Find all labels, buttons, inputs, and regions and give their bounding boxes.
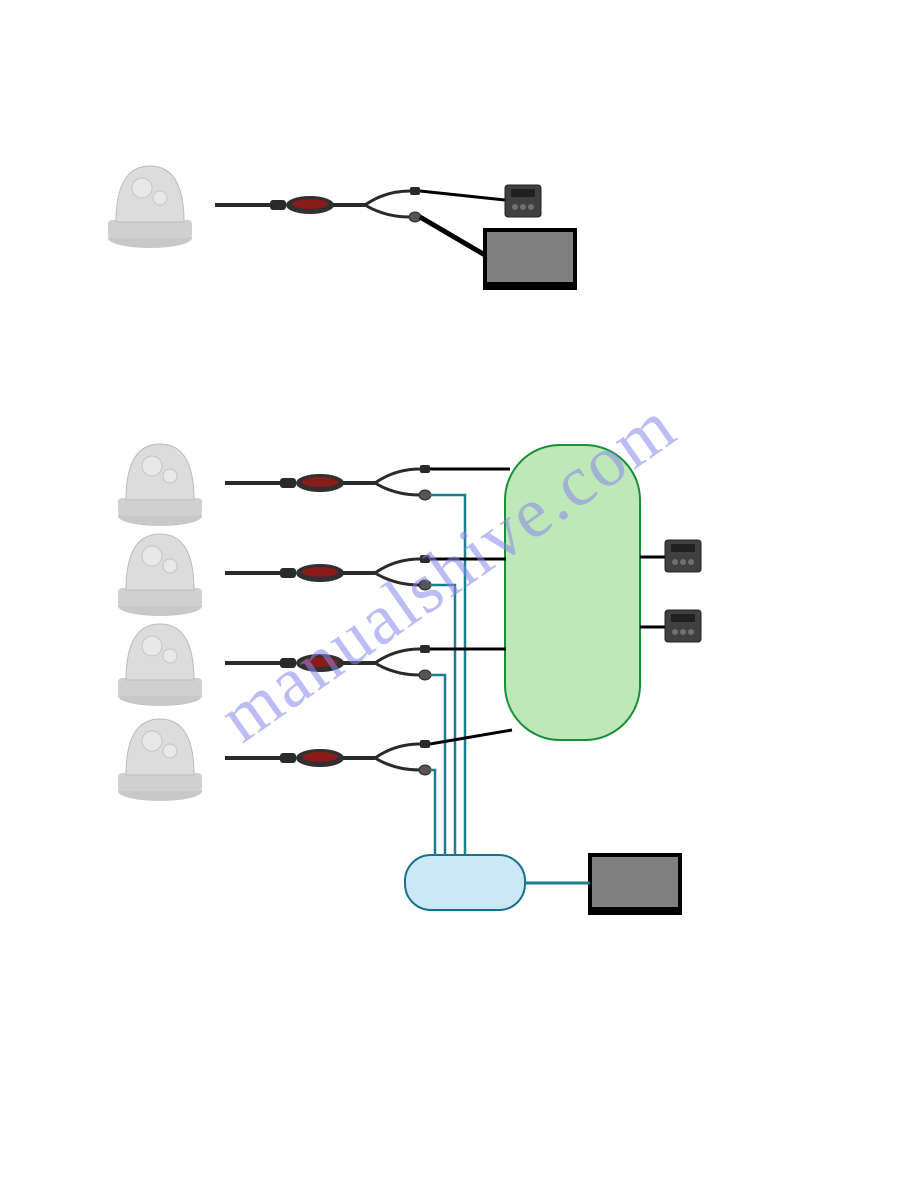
monitor-icon xyxy=(590,855,680,915)
connection-line xyxy=(420,191,505,200)
encoder-box xyxy=(405,855,525,910)
connection-line xyxy=(430,730,512,744)
camera-icon xyxy=(118,719,202,801)
data-line xyxy=(430,675,445,855)
jcu-icon xyxy=(665,610,701,642)
camera-row-4 xyxy=(118,719,512,855)
cable-assembly-icon xyxy=(225,465,431,500)
monitor-icon xyxy=(485,230,575,290)
jcu-icon xyxy=(505,185,541,217)
camera-icon xyxy=(118,534,202,616)
camera-icon xyxy=(118,624,202,706)
diagram-canvas: manualshive.com xyxy=(0,0,918,1188)
cable-assembly-icon xyxy=(225,645,431,680)
diagram-single-camera xyxy=(108,166,575,290)
data-line xyxy=(430,770,435,855)
cable-assembly-icon xyxy=(225,740,431,775)
jcu-icon xyxy=(665,540,701,572)
camera-icon xyxy=(108,166,192,248)
cable-assembly-icon xyxy=(225,555,431,590)
camera-icon xyxy=(118,444,202,526)
switch-box xyxy=(505,445,640,740)
diagram-multi-camera xyxy=(118,444,701,915)
connection-line xyxy=(420,217,490,258)
cable-assembly-icon xyxy=(215,187,421,222)
